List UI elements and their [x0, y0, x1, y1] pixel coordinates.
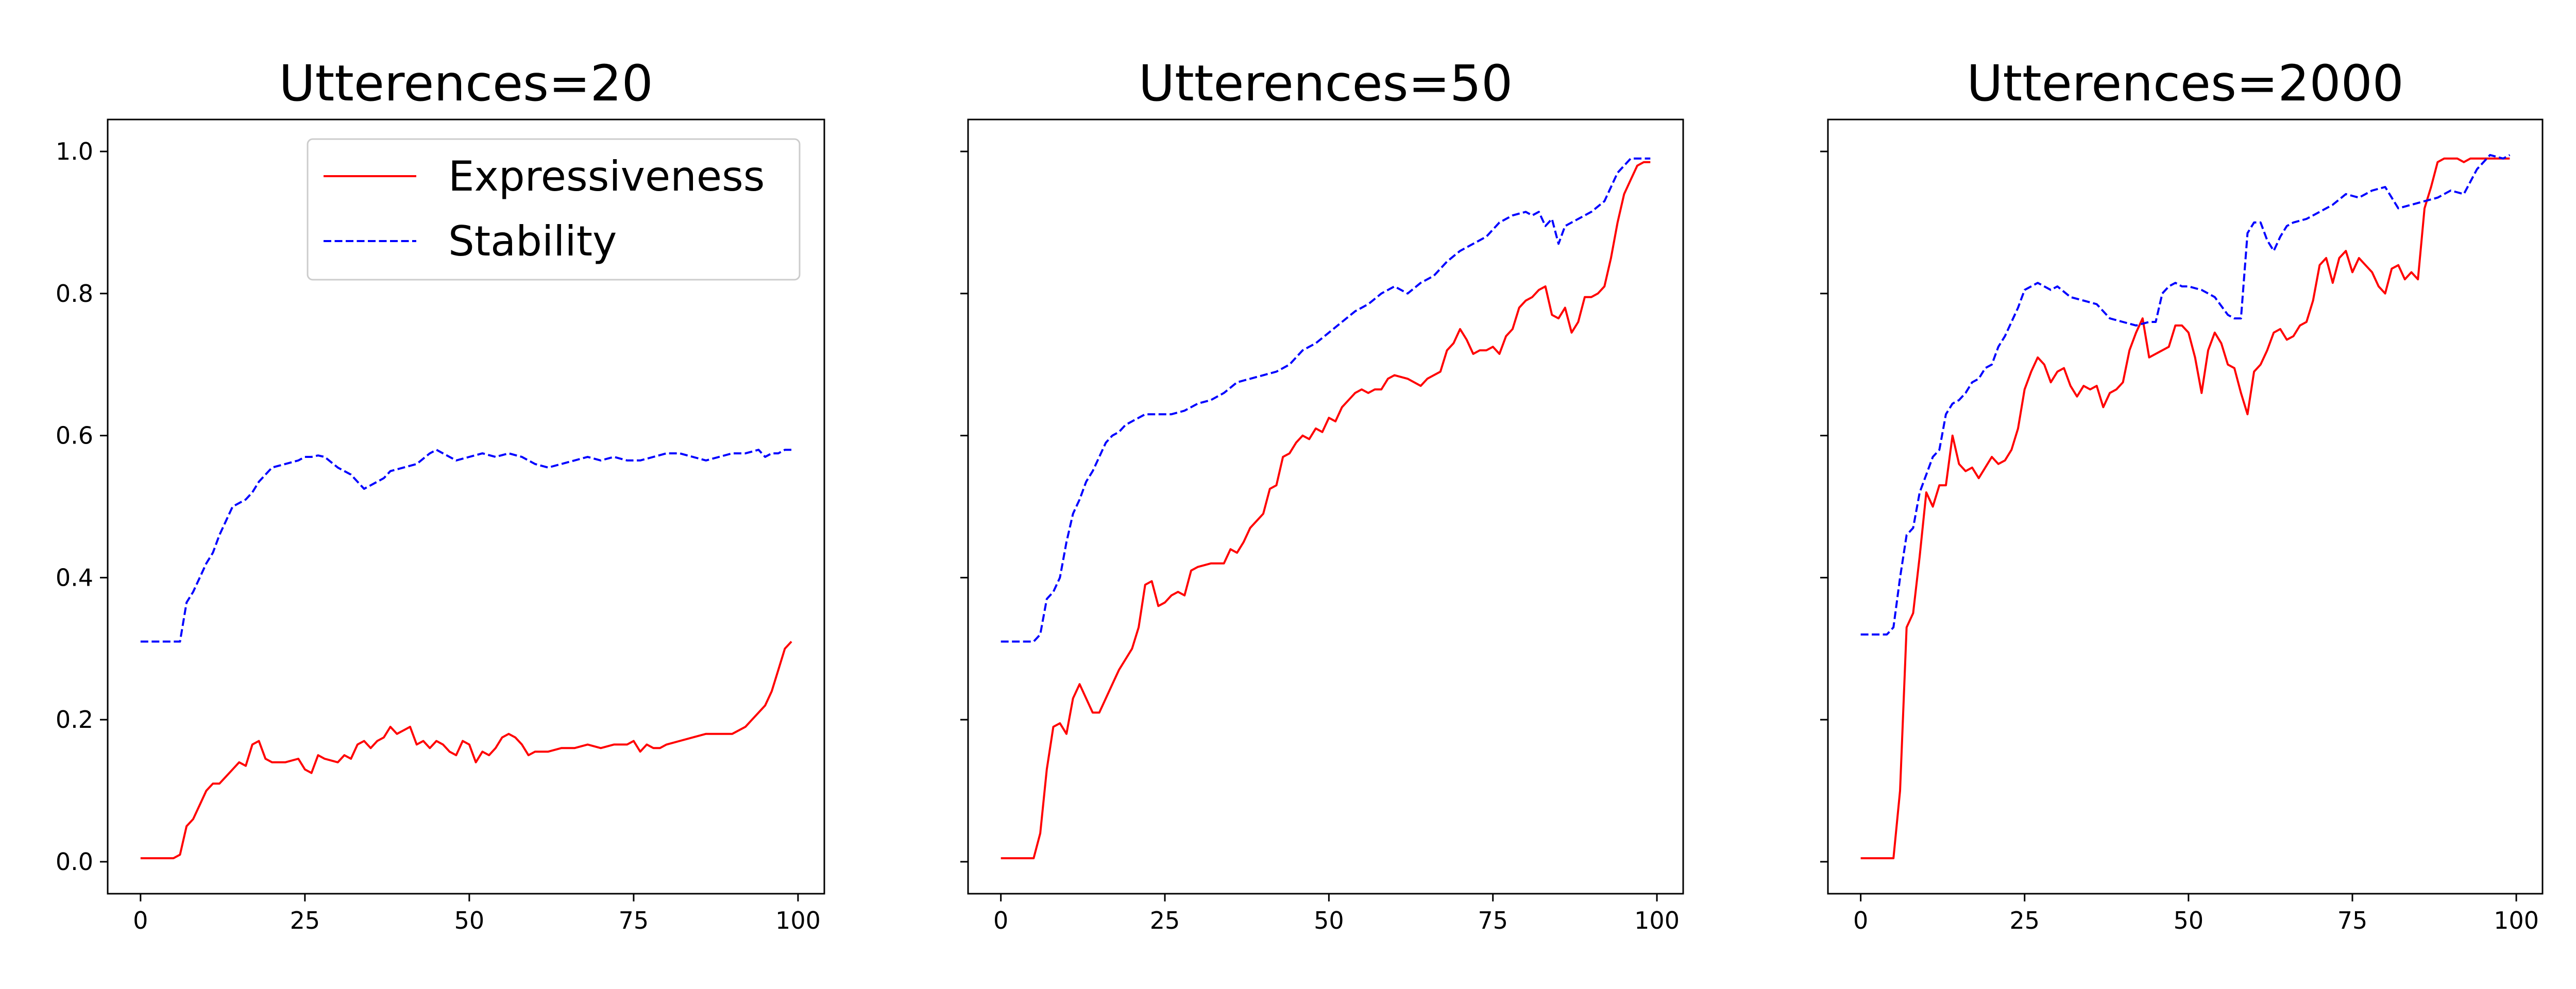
y-tick-label: 1.0: [56, 138, 93, 165]
series-line-stability: [140, 449, 792, 643]
legend-label-stability: Stability: [448, 217, 617, 265]
x-tick-label: 100: [775, 907, 821, 934]
axes-frame: [107, 118, 825, 895]
x-tick-label: 25: [1150, 907, 1180, 934]
x-tick-label: 100: [2494, 907, 2539, 934]
x-tick-label: 0: [1853, 907, 1868, 934]
x-tick-label: 75: [1478, 907, 1508, 934]
x-tick-label: 50: [2174, 907, 2204, 934]
chart-panel-utterences-20: Utterences=20 0 25 50 75 100 0.0 0.2 0.4 0.6 0.8 1.…: [56, 55, 825, 934]
x-tick-label: 75: [2337, 907, 2368, 934]
chart-title-utterences-50: Utterences=50: [1139, 55, 1513, 112]
axes-frame: [1827, 118, 2544, 895]
x-tick-label: 0: [993, 907, 1008, 934]
chart-title-utterences-2000: Utterences=2000: [1967, 55, 2403, 112]
y-tick-label: 0.6: [56, 422, 93, 450]
legend-label-expressiveness: Expressiveness: [448, 152, 765, 200]
x-tick-label: 25: [2009, 907, 2040, 934]
series-line-expressiveness: [1860, 157, 2510, 860]
chart-title-utterences-20: Utterences=20: [279, 55, 653, 112]
x-tick-label: 0: [133, 907, 148, 934]
y-tick-label: 0.4: [56, 564, 93, 591]
series-line-stability: [1860, 154, 2511, 636]
x-tick-label: 25: [290, 907, 320, 934]
x-tick-label: 75: [619, 907, 649, 934]
series-line-expressiveness: [140, 641, 792, 860]
x-tick-label: 100: [1634, 907, 1680, 934]
chart-panel-utterences-50: Utterences=50 0 25 50 75 100: [960, 55, 1684, 934]
y-tick-label: 0.8: [56, 280, 93, 308]
chart-panel-utterences-2000: Utterences=2000 0 25 50 75 100: [1820, 55, 2544, 934]
series-line-expressiveness: [1001, 161, 1651, 860]
y-tick-label: 0.0: [56, 848, 93, 876]
axes-frame: [967, 118, 1684, 895]
y-tick-label: 0.2: [56, 706, 93, 734]
x-tick-label: 50: [454, 907, 485, 934]
legend: Expressiveness Stability: [307, 138, 801, 281]
series-line-stability: [1001, 157, 1651, 643]
legend-box: [307, 138, 801, 281]
x-tick-label: 50: [1314, 907, 1344, 934]
